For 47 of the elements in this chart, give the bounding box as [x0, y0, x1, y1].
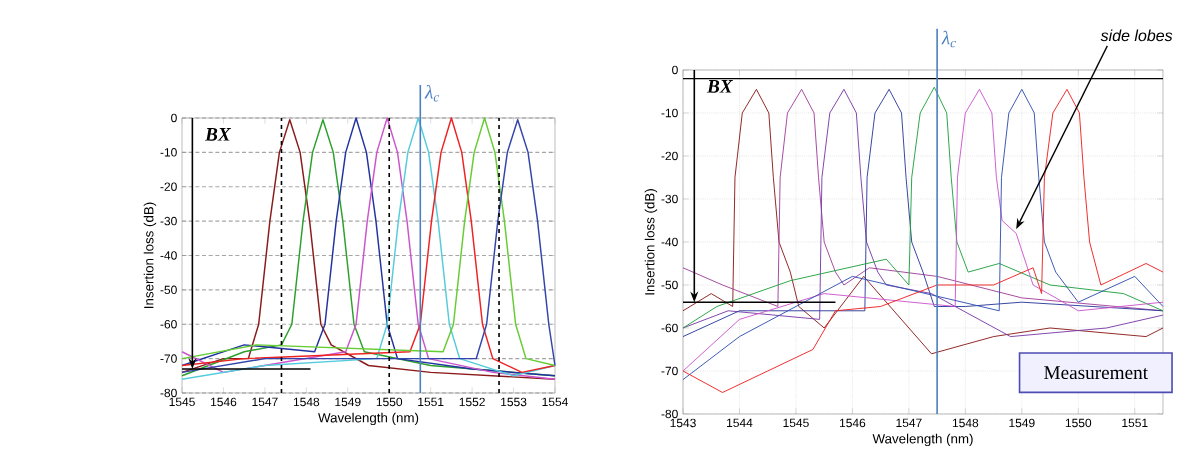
y-tick-label: -60	[661, 323, 678, 333]
x-tick-label: 1553	[501, 397, 527, 407]
annotation: BX	[706, 80, 734, 93]
y-tick-label: -30	[160, 216, 177, 226]
annotation: Measurement	[1044, 366, 1148, 380]
x-tick-label: 1544	[727, 418, 753, 428]
x-tick-label: 1545	[169, 397, 195, 407]
ref-line-label: λ$_{c}$	[424, 84, 440, 102]
y-tick-label: 0	[171, 113, 177, 123]
x-tick-label: 1550	[376, 397, 403, 407]
x-tick-label: 1551	[418, 397, 444, 407]
x-tick-label: 1547	[252, 397, 278, 407]
x-tick-label: 1548	[952, 418, 979, 428]
y-tick-label: -10	[661, 108, 678, 118]
x-tick-label: 1550	[1065, 418, 1092, 428]
y-tick-label: -70	[160, 354, 177, 363]
annotation: side lobes	[1100, 29, 1173, 42]
y-tick-label: -40	[160, 251, 177, 260]
x-tick-label: 1543	[670, 418, 696, 428]
x-axis-title: Wavelength (nm)	[872, 433, 973, 447]
x-tick-label: 1549	[1009, 418, 1035, 428]
y-tick-label: 0	[672, 65, 678, 75]
y-tick-label: -50	[160, 285, 177, 295]
x-tick-label: 1549	[335, 397, 361, 407]
y-tick-label: -50	[661, 280, 678, 290]
x-tick-label: 1551	[1122, 418, 1148, 428]
x-axis-title: Wavelength (nm)	[318, 412, 419, 426]
y-tick-label: -10	[160, 148, 177, 157]
x-tick-label: 1546	[211, 397, 237, 407]
x-tick-label: 1554	[542, 397, 568, 407]
x-tick-label: 1545	[783, 418, 809, 428]
y-tick-label: -80	[661, 409, 678, 419]
y-axis-title: Insertion loss (dB)	[644, 189, 658, 295]
x-tick-label: 1548	[293, 397, 320, 407]
y-tick-label: -20	[160, 182, 177, 191]
y-axis-title: Insertion loss (dB)	[143, 202, 157, 308]
y-tick-label: -30	[661, 194, 678, 204]
x-tick-label: 1552	[459, 397, 485, 407]
y-tick-label: -40	[661, 237, 678, 247]
annotation: BX	[204, 128, 232, 141]
ref-line-label: λ$_{c}$	[941, 30, 956, 48]
y-tick-label: -80	[160, 388, 177, 398]
y-tick-label: -70	[661, 366, 678, 376]
x-tick-label: 1546	[839, 418, 866, 428]
x-tick-label: 1547	[896, 418, 922, 428]
y-tick-label: -60	[160, 319, 177, 329]
y-tick-label: -20	[661, 151, 678, 161]
